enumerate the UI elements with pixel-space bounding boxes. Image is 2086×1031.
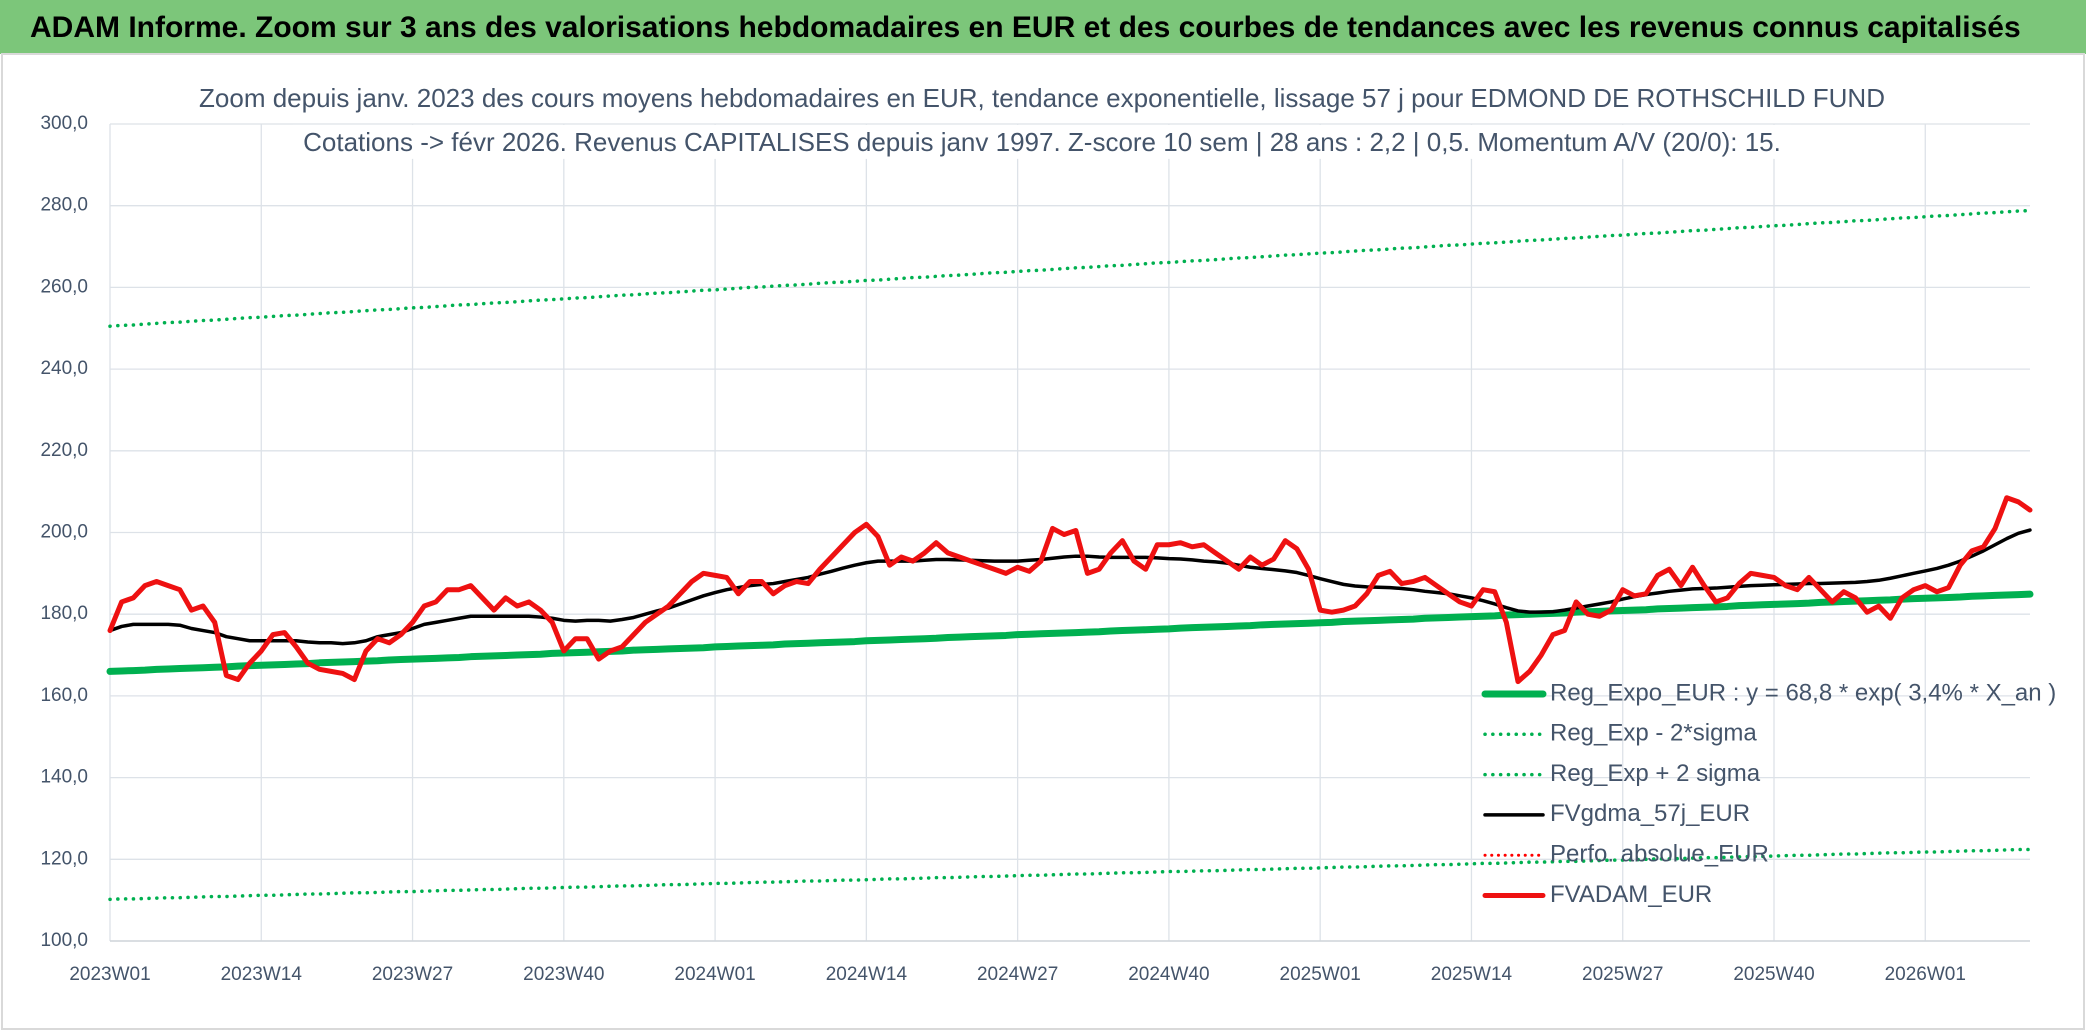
- y-tick-label: 100,0: [40, 930, 88, 951]
- subtitle: Zoom depuis janv. 2023 des cours moyens …: [199, 83, 1885, 113]
- series-line: [108, 208, 2032, 328]
- legend-label: FVADAM_EUR: [1550, 881, 1712, 908]
- x-tick-label: 2023W27: [372, 964, 453, 985]
- legend: Reg_Expo_EUR : y = 68,8 * exp( 3,4% * X_…: [1481, 679, 2056, 908]
- y-tick-label: 140,0: [40, 767, 88, 788]
- chart-border: [1, 53, 2085, 1030]
- y-tick-label: 180,0: [40, 603, 88, 624]
- y-tick-label: 120,0: [40, 848, 88, 869]
- x-tick-label: 2023W14: [221, 964, 303, 985]
- y-tick-label: 160,0: [40, 685, 88, 706]
- legend-label: Reg_Exp + 2 sigma: [1550, 760, 1761, 787]
- x-tick-label: 2024W14: [826, 964, 908, 985]
- x-tick-label: 2025W14: [1431, 964, 1513, 985]
- subtitle-background: [189, 80, 1895, 115]
- subtitle: Cotations -> févr 2026. Revenus CAPITALI…: [303, 127, 1781, 157]
- series-line: [108, 847, 2032, 902]
- x-tick-label: 2024W40: [1128, 964, 1209, 985]
- x-tick-label: 2024W27: [977, 964, 1058, 985]
- y-tick-label: 240,0: [40, 358, 88, 379]
- title-bar: [0, 0, 2086, 54]
- y-tick-label: 200,0: [40, 522, 88, 543]
- legend-label: Reg_Expo_EUR : y = 68,8 * exp( 3,4% * X_…: [1550, 679, 2056, 706]
- y-tick-label: 300,0: [40, 113, 88, 134]
- y-tick-label: 280,0: [40, 195, 88, 216]
- x-tick-label: 2023W01: [69, 964, 150, 985]
- legend-label: Perfo. absolue_EUR: [1550, 841, 1769, 868]
- y-tick-label: 220,0: [40, 440, 88, 461]
- x-tick-label: 2024W01: [674, 964, 755, 985]
- series-line: [107, 495, 2033, 685]
- grid: 100,0 120,0 140,0 160,0 180,0 200,0 220,0 240,0…: [40, 113, 2030, 985]
- x-tick-label: 2025W40: [1733, 964, 1814, 985]
- y-tick-label: 260,0: [40, 276, 88, 297]
- subtitle-background: [293, 124, 1791, 159]
- subtitles: Zoom depuis janv. 2023 des cours moyens …: [189, 80, 1895, 159]
- x-tick-label: 2025W27: [1582, 964, 1663, 985]
- x-tick-label: 2025W01: [1280, 964, 1361, 985]
- legend-label: FVgdma_57j_EUR: [1550, 800, 1750, 827]
- x-tick-label: 2023W40: [523, 964, 604, 985]
- series: [106, 208, 2034, 902]
- x-tick-label: 2026W01: [1885, 964, 1966, 985]
- series-line: [108, 528, 2032, 646]
- chart-title: ADAM Informe. Zoom sur 3 ans des valoris…: [30, 11, 2021, 44]
- series-line: [106, 590, 2034, 675]
- legend-label: Reg_Exp - 2*sigma: [1550, 720, 1757, 747]
